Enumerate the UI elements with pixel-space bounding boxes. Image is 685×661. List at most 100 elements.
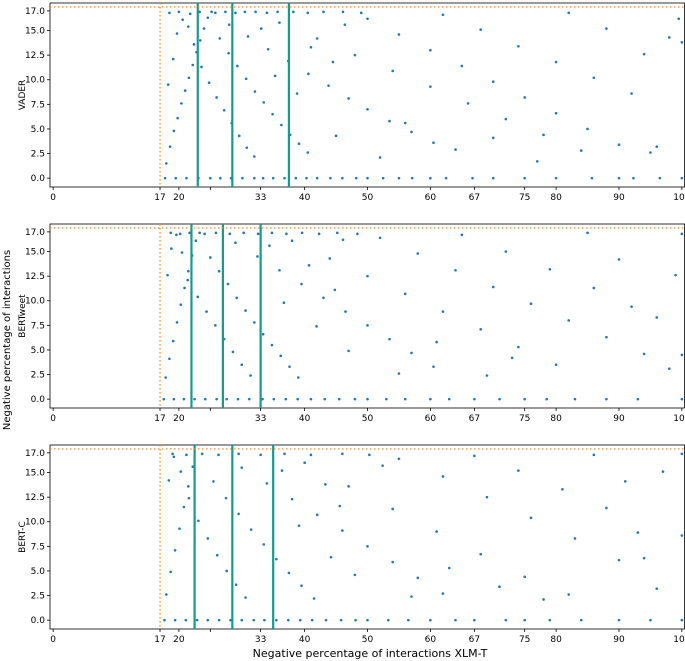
data-point	[341, 238, 345, 242]
data-point	[498, 585, 501, 588]
x-tick-label: 100	[673, 193, 685, 203]
y-tick-label: 2.5	[31, 150, 45, 160]
data-point	[366, 397, 369, 401]
data-point	[473, 397, 476, 401]
x-tick-label: 17	[154, 635, 165, 645]
y-tick-label: 7.5	[31, 100, 45, 110]
data-point	[283, 176, 286, 180]
data-point	[491, 80, 495, 84]
data-point	[191, 465, 195, 468]
data-point	[265, 11, 269, 15]
data-point	[479, 327, 482, 331]
data-point	[222, 108, 226, 112]
data-point	[432, 141, 435, 145]
data-point	[680, 176, 684, 180]
data-point	[381, 176, 385, 180]
data-point	[315, 176, 319, 180]
data-point	[378, 156, 382, 159]
data-point	[237, 134, 241, 138]
data-point	[244, 309, 247, 312]
data-point	[210, 10, 213, 14]
data-point	[244, 77, 248, 81]
data-point	[523, 397, 526, 401]
data-point	[667, 367, 671, 370]
data-point	[315, 37, 319, 40]
data-point	[195, 618, 199, 622]
x-tick-label: 100	[673, 414, 685, 424]
data-point	[416, 576, 420, 580]
data-point	[263, 618, 266, 622]
data-point	[265, 482, 269, 485]
x-tick-label: 90	[613, 635, 625, 645]
data-point	[317, 232, 321, 236]
data-point	[432, 365, 435, 368]
x-tick-label: 67	[469, 193, 480, 203]
data-point	[397, 457, 401, 461]
data-point	[592, 76, 596, 80]
data-point	[234, 241, 237, 244]
data-point	[447, 566, 451, 570]
data-point	[163, 618, 166, 622]
data-point	[198, 231, 201, 235]
data-point	[542, 598, 545, 601]
data-point	[193, 397, 196, 401]
data-point	[542, 133, 545, 137]
data-point	[491, 136, 495, 140]
data-point	[209, 176, 212, 180]
data-point	[504, 117, 508, 121]
data-point	[280, 469, 284, 472]
data-point	[674, 273, 677, 277]
data-point	[236, 64, 239, 68]
data-point	[388, 337, 391, 341]
y-tick-label: 17.0	[25, 228, 45, 238]
data-point	[454, 618, 457, 622]
data-point	[248, 397, 251, 401]
data-point	[203, 397, 207, 401]
y-tick-label: 7.5	[31, 542, 45, 552]
data-point	[227, 23, 231, 26]
data-point	[219, 176, 222, 180]
data-point	[322, 10, 325, 14]
data-point	[271, 176, 275, 180]
data-point	[300, 231, 304, 235]
data-point	[567, 593, 570, 596]
data-point	[200, 65, 203, 69]
data-point	[240, 363, 244, 367]
y-tick-label: 2.5	[31, 371, 45, 381]
data-point	[172, 397, 176, 401]
data-point	[168, 357, 171, 361]
data-point	[185, 176, 188, 180]
data-point	[217, 269, 221, 273]
data-point	[171, 339, 175, 343]
data-point	[510, 356, 514, 360]
x-tick-label: 60	[425, 635, 437, 645]
data-point	[649, 151, 652, 154]
data-point	[209, 256, 212, 259]
data-point	[333, 288, 337, 292]
data-point	[386, 618, 390, 622]
data-point	[280, 123, 283, 127]
data-point	[341, 176, 344, 180]
data-point	[174, 176, 178, 180]
data-point	[309, 397, 313, 401]
x-tick-label: 50	[362, 635, 374, 645]
data-point	[473, 454, 476, 458]
data-point	[429, 397, 432, 401]
data-point	[207, 81, 211, 85]
data-point	[297, 524, 301, 527]
data-point	[523, 618, 526, 622]
data-point	[617, 176, 621, 180]
data-point	[435, 530, 438, 533]
data-point	[242, 231, 245, 235]
data-point	[592, 453, 596, 457]
data-point	[305, 176, 308, 180]
data-point	[410, 176, 414, 180]
data-point	[545, 397, 548, 401]
data-point	[315, 325, 318, 328]
y-tick-label: 0.0	[31, 174, 46, 184]
x-tick-label: 20	[173, 635, 185, 645]
data-point	[172, 129, 176, 133]
data-point	[630, 92, 633, 95]
data-point	[188, 12, 192, 16]
